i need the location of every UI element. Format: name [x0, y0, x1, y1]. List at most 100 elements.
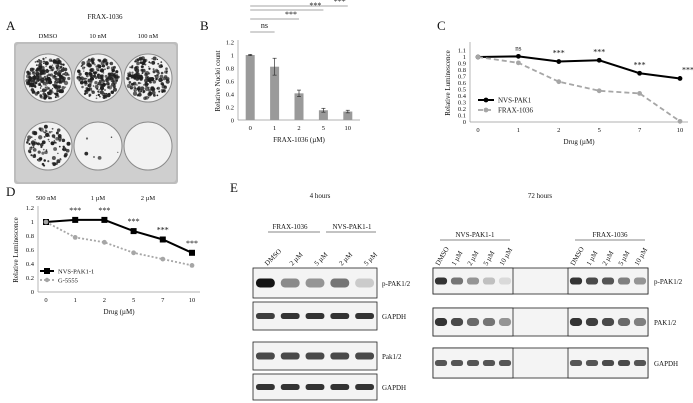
data-point	[516, 53, 521, 59]
colony-dot	[147, 78, 152, 82]
colony-dot	[131, 71, 134, 74]
colony-dot	[48, 58, 53, 62]
culture-well	[73, 121, 123, 171]
x-tick-label: 10	[189, 297, 196, 304]
colony-dot	[110, 77, 114, 80]
colony-dot	[83, 70, 85, 72]
blot-group-label: FRAX-1036	[272, 223, 308, 231]
colony-dot	[100, 68, 105, 73]
colony-dot	[51, 64, 54, 66]
colony-dot	[34, 139, 36, 141]
colony-dot	[143, 96, 147, 101]
blot-band	[601, 360, 615, 366]
colony-dot	[47, 160, 50, 163]
lane-label: 1 µM	[585, 249, 600, 267]
legend-label: G-5555	[58, 278, 78, 285]
colony-dot	[160, 61, 163, 63]
bar	[270, 66, 280, 120]
blot-band	[617, 360, 631, 366]
colony-dot	[48, 140, 50, 143]
colony-dot	[93, 156, 95, 158]
colony-dot	[95, 97, 98, 100]
colony-dot	[78, 72, 82, 76]
colony-dot	[49, 69, 51, 72]
colony-dot	[105, 77, 109, 81]
colony-dot	[148, 88, 152, 93]
legend-label: NVS-PAK1-1	[58, 269, 94, 276]
legend-marker	[44, 268, 50, 274]
band-label: GAPDH	[382, 384, 406, 392]
colony-dot	[67, 73, 70, 77]
colony-dot	[83, 80, 88, 85]
y-tick-label: 0.6	[226, 78, 235, 85]
colony-dot	[130, 87, 132, 90]
colony-dot	[39, 157, 43, 161]
colony-dot	[151, 60, 156, 65]
data-point	[596, 88, 602, 94]
colony-dot	[44, 86, 46, 88]
colony-dot	[132, 91, 138, 96]
colony-dot	[140, 77, 142, 79]
y-tick-label: 0.2	[26, 275, 34, 282]
colony-dot	[113, 87, 117, 92]
significance-label: ***	[186, 239, 198, 248]
blot-band	[434, 318, 448, 326]
colony-dot	[89, 68, 94, 73]
colony-dot	[55, 131, 59, 135]
colony-dot	[51, 134, 56, 138]
data-point	[677, 76, 683, 81]
x-tick-label: 10	[677, 127, 684, 134]
colony-dot	[117, 151, 119, 154]
blot-band	[305, 352, 325, 360]
colony-dot	[50, 66, 55, 71]
series-line	[477, 55, 681, 80]
colony-dot	[148, 72, 151, 75]
colony-dot	[112, 84, 117, 88]
colony-dot	[84, 83, 87, 87]
y-tick-label: 0	[231, 117, 234, 124]
blot-band	[498, 318, 512, 326]
colony-dot	[53, 147, 58, 151]
blot-band	[255, 352, 275, 360]
blot-band	[569, 277, 583, 285]
bar	[294, 93, 304, 120]
colony-dot	[57, 60, 62, 64]
lane-label: DMSO	[434, 245, 451, 267]
significance-label: ***	[128, 217, 140, 226]
blot-band	[601, 318, 615, 326]
colony-dot	[133, 90, 135, 92]
colony-dot	[152, 93, 156, 97]
lane-label: 10 µM	[498, 246, 515, 267]
significance-label: ***	[682, 65, 693, 74]
x-tick-label: 5	[132, 297, 135, 304]
y-axis-title: Relative Luminescence	[12, 217, 20, 283]
colony-dot	[57, 136, 62, 141]
significance-label: ***	[553, 49, 565, 58]
colony-dot	[33, 153, 36, 156]
y-tick-label: 1.2	[226, 39, 234, 46]
colony-dot	[139, 61, 142, 64]
colony-dot	[26, 138, 30, 142]
colony-dot	[140, 68, 144, 72]
colony-dot	[109, 93, 111, 95]
blot-band	[305, 278, 325, 288]
colony-dot	[37, 72, 42, 77]
colony-dot	[66, 141, 71, 146]
colony-dot	[87, 83, 92, 88]
colony-dot	[39, 87, 42, 89]
colony-dot	[139, 82, 142, 85]
colony-dot	[148, 66, 150, 68]
colony-dot	[133, 75, 136, 79]
colony-dot	[43, 164, 46, 167]
lane-label: DMSO	[263, 247, 283, 267]
colony-dot	[40, 145, 43, 149]
colony-dot	[51, 156, 56, 160]
colony-dot	[27, 135, 32, 140]
colony-dot	[43, 159, 46, 162]
colony-dot	[90, 90, 93, 92]
colony-dot	[32, 146, 35, 149]
colony-dot	[130, 65, 134, 69]
blot-group-label: NVS-PAK1-1	[332, 223, 372, 231]
colony-dot	[93, 63, 96, 66]
x-tick-label: 0	[44, 297, 47, 304]
